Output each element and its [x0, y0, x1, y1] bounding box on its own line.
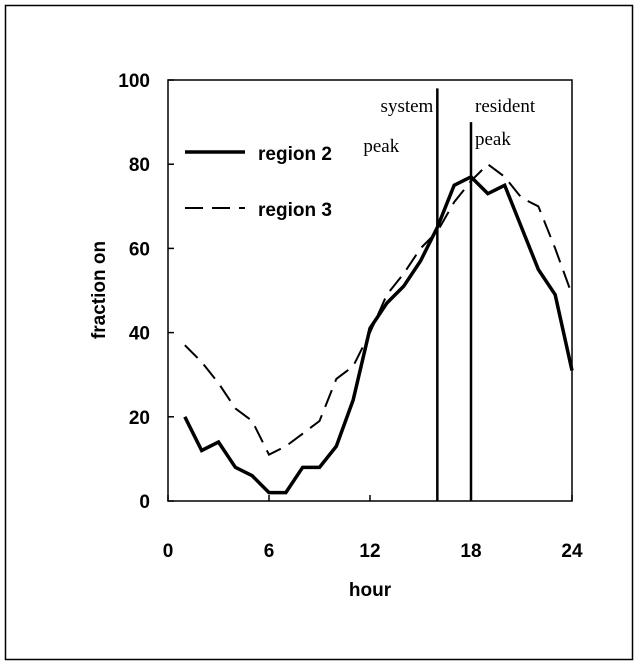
- annotation-text: resident: [475, 96, 536, 117]
- series-line: [184, 162, 573, 457]
- x-tick-label: 6: [264, 541, 275, 562]
- legend-label: region 2: [258, 144, 332, 165]
- y-tick-label: 0: [139, 492, 150, 513]
- y-axis-label: fraction on: [89, 241, 110, 339]
- x-axis-label: hour: [349, 580, 392, 601]
- series-line: [183, 174, 574, 495]
- x-tick-label: 18: [460, 541, 481, 562]
- annotation-text: peak: [363, 136, 399, 157]
- y-tick-label: 60: [129, 239, 150, 260]
- y-tick-label: 40: [129, 324, 150, 345]
- x-tick-label: 12: [359, 541, 380, 562]
- annotation-text: peak: [475, 129, 511, 150]
- x-tick-label: 0: [163, 541, 174, 562]
- legend-label: region 3: [258, 200, 332, 221]
- y-tick-label: 80: [129, 155, 150, 176]
- y-tick-label: 20: [129, 408, 150, 429]
- x-tick-label: 24: [561, 541, 583, 562]
- annotation-text: system: [381, 96, 434, 117]
- outer-frame: [4, 4, 634, 661]
- y-tick-label: 100: [118, 71, 150, 92]
